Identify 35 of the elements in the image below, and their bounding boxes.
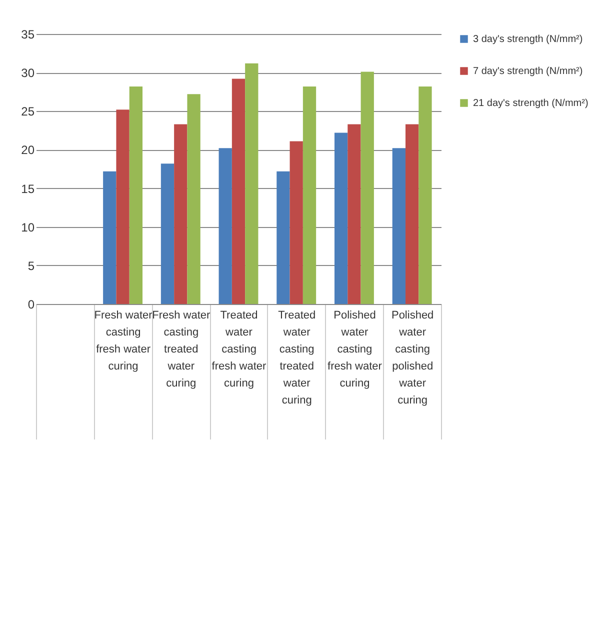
x-tick-label: Polished water casting polished water curing bbox=[391, 310, 434, 406]
x-tick-label: Fresh water casting fresh water curing bbox=[94, 310, 153, 372]
y-tick-label: 30 bbox=[21, 66, 35, 80]
x-tick-label: Fresh water casting treated water curing bbox=[152, 310, 211, 390]
bar bbox=[348, 124, 361, 304]
y-tick-label: 10 bbox=[21, 220, 35, 234]
bar bbox=[160, 164, 174, 304]
y-tick-label: 35 bbox=[21, 28, 35, 42]
bar bbox=[129, 86, 143, 304]
bar bbox=[174, 124, 188, 304]
y-tick-label: 5 bbox=[28, 258, 35, 273]
bar bbox=[290, 141, 303, 304]
x-tick-label: Treated water casting treated water curing bbox=[278, 310, 316, 406]
bar bbox=[116, 110, 130, 304]
y-tick-label: 0 bbox=[28, 298, 35, 312]
bar bbox=[276, 171, 290, 304]
legend-label: 21 day's strength (N/mm²) bbox=[473, 98, 588, 109]
y-tick-label: 25 bbox=[21, 104, 35, 119]
legend-label: 3 day's strength (N/mm²) bbox=[473, 34, 583, 45]
bar bbox=[218, 148, 232, 304]
bar bbox=[302, 86, 316, 304]
bar bbox=[245, 63, 258, 304]
bar bbox=[334, 132, 348, 304]
bar bbox=[392, 148, 406, 304]
x-tick-label: Polished water casting fresh water curing bbox=[328, 310, 382, 390]
x-tick-label: Treated water casting fresh water curing bbox=[212, 310, 267, 390]
bar bbox=[232, 78, 246, 304]
bar bbox=[187, 94, 200, 304]
y-tick-label: 15 bbox=[21, 182, 35, 196]
bar bbox=[360, 72, 374, 304]
legend-label: 7 day's strength (N/mm²) bbox=[473, 66, 583, 77]
bar bbox=[103, 171, 116, 304]
bar bbox=[418, 86, 432, 304]
bar bbox=[405, 124, 419, 304]
y-tick-label: 20 bbox=[21, 143, 35, 158]
